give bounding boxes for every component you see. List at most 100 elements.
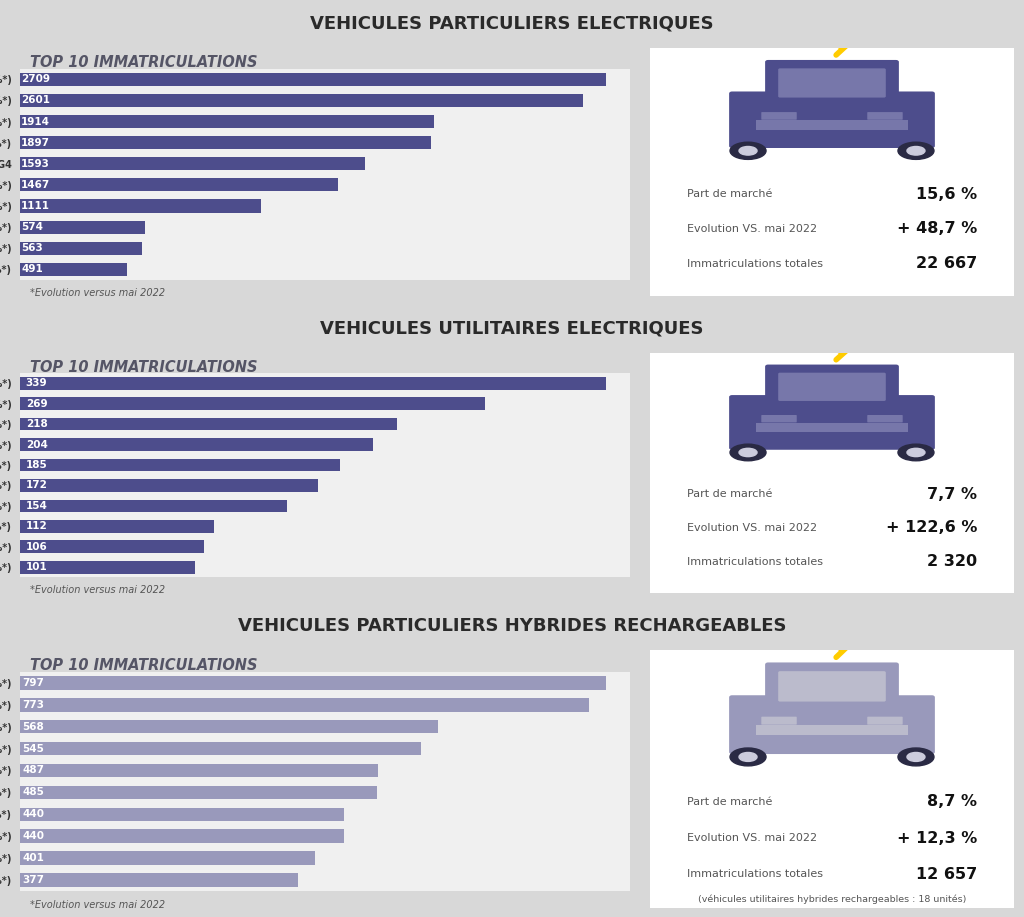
Ellipse shape [739,448,757,457]
Bar [20,561,195,574]
Text: Evolution VS. mai 2022: Evolution VS. mai 2022 [686,224,817,234]
FancyBboxPatch shape [729,92,935,148]
Text: + 12,3 %: + 12,3 % [897,831,977,845]
FancyBboxPatch shape [778,69,886,97]
Text: 185: 185 [26,460,47,470]
Ellipse shape [739,147,757,155]
Bar [20,418,397,430]
Text: Immatriculations totales: Immatriculations totales [686,557,822,567]
Bar [20,540,204,553]
Bar [20,377,606,390]
Text: 22 667: 22 667 [916,256,977,271]
Bar [20,458,340,471]
Text: 1111: 1111 [22,201,50,211]
Bar [20,520,214,533]
FancyBboxPatch shape [756,423,908,432]
Bar [20,242,142,255]
Ellipse shape [907,753,925,761]
Text: VEHICULES PARTICULIERS ELECTRIQUES: VEHICULES PARTICULIERS ELECTRIQUES [310,15,714,33]
Bar [20,157,365,171]
Bar [20,808,344,821]
Text: Immatriculations totales: Immatriculations totales [686,869,822,879]
Text: 773: 773 [23,700,45,710]
Text: 112: 112 [26,522,47,531]
FancyBboxPatch shape [761,112,797,120]
Text: Evolution VS. mai 2022: Evolution VS. mai 2022 [686,834,817,843]
FancyBboxPatch shape [765,365,899,403]
Bar [20,199,261,213]
Bar [20,397,485,410]
FancyBboxPatch shape [778,372,886,401]
Bar [20,676,606,690]
Text: 2601: 2601 [22,95,50,105]
Ellipse shape [730,142,766,160]
Bar [20,263,127,276]
Bar [20,873,298,887]
Text: 401: 401 [23,853,45,863]
Bar [20,178,338,192]
FancyBboxPatch shape [765,662,899,704]
Bar [20,830,344,843]
FancyBboxPatch shape [756,725,908,735]
Text: + 48,7 %: + 48,7 % [897,221,977,237]
Bar [20,136,431,149]
FancyBboxPatch shape [639,642,1024,917]
Text: 440: 440 [23,831,45,841]
Ellipse shape [739,753,757,761]
FancyBboxPatch shape [761,415,797,423]
Bar [20,94,583,107]
FancyBboxPatch shape [729,695,935,754]
Text: VEHICULES UTILITAIRES ELECTRIQUES: VEHICULES UTILITAIRES ELECTRIQUES [321,320,703,337]
Text: TOP 10 IMMATRICULATIONS: TOP 10 IMMATRICULATIONS [31,360,258,375]
Bar [20,786,377,800]
Text: 1897: 1897 [22,138,50,148]
Bar [20,438,373,451]
Text: 204: 204 [26,439,47,449]
FancyBboxPatch shape [867,415,903,423]
Ellipse shape [907,147,925,155]
FancyBboxPatch shape [756,120,908,130]
Text: *Evolution versus mai 2022: *Evolution versus mai 2022 [31,585,166,595]
Text: 339: 339 [26,378,47,388]
Text: 491: 491 [22,264,43,274]
Text: 1593: 1593 [22,159,50,169]
Text: 218: 218 [26,419,47,429]
FancyBboxPatch shape [867,717,903,724]
Text: 154: 154 [26,501,47,511]
Text: Part de marché: Part de marché [686,189,772,199]
Bar [20,115,434,128]
Text: 377: 377 [23,875,45,885]
Text: 12 657: 12 657 [916,867,977,882]
Text: Part de marché: Part de marché [686,490,772,500]
Text: 106: 106 [26,542,47,552]
Text: Immatriculations totales: Immatriculations totales [686,259,822,269]
Ellipse shape [907,448,925,457]
FancyBboxPatch shape [639,346,1024,602]
Text: 8,7 %: 8,7 % [928,794,977,810]
Text: *Evolution versus mai 2022: *Evolution versus mai 2022 [31,288,166,298]
Text: 2709: 2709 [22,74,50,84]
Text: (véhicules utilitaires hybrides rechargeables : 18 unités): (véhicules utilitaires hybrides recharge… [697,894,967,903]
Ellipse shape [898,748,934,766]
Text: 797: 797 [23,678,45,688]
Text: 269: 269 [26,399,47,409]
Text: 563: 563 [22,243,43,253]
Bar [20,221,144,234]
Text: 574: 574 [22,222,43,232]
Text: *Evolution versus mai 2022: *Evolution versus mai 2022 [31,900,166,910]
Bar [20,72,606,86]
Bar [20,720,438,734]
Text: Evolution VS. mai 2022: Evolution VS. mai 2022 [686,523,817,533]
Bar [20,742,421,756]
Text: 2 320: 2 320 [928,554,977,569]
Text: 1914: 1914 [22,116,50,127]
Text: 101: 101 [26,562,47,572]
Text: 172: 172 [26,481,47,491]
Text: 15,6 %: 15,6 % [916,186,977,202]
Text: 485: 485 [23,788,45,798]
Text: 545: 545 [23,744,45,754]
FancyBboxPatch shape [778,671,886,702]
Text: Part de marché: Part de marché [686,797,772,807]
Ellipse shape [898,444,934,460]
FancyBboxPatch shape [639,40,1024,305]
